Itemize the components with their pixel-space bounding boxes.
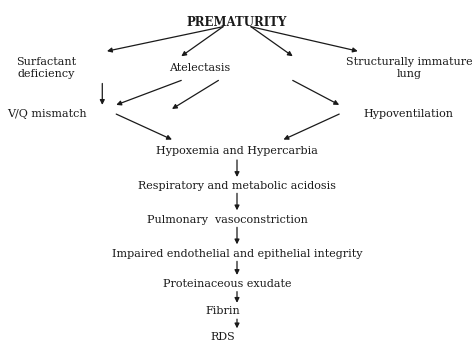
Text: Atelectasis: Atelectasis	[169, 63, 230, 73]
Text: Structurally immature
lung: Structurally immature lung	[346, 57, 472, 79]
Text: Impaired endothelial and epithelial integrity: Impaired endothelial and epithelial inte…	[112, 249, 362, 258]
Text: PREMATURITY: PREMATURITY	[187, 16, 287, 29]
Text: Fibrin: Fibrin	[206, 306, 240, 316]
Text: Hypoxemia and Hypercarbia: Hypoxemia and Hypercarbia	[156, 147, 318, 156]
Text: Surfactant
deficiency: Surfactant deficiency	[17, 57, 77, 79]
Text: Hypoventilation: Hypoventilation	[364, 109, 454, 119]
Text: Respiratory and metabolic acidosis: Respiratory and metabolic acidosis	[138, 181, 336, 190]
Text: V/Q mismatch: V/Q mismatch	[7, 109, 86, 119]
Text: RDS: RDS	[210, 332, 236, 342]
Text: Pulmonary  vasoconstriction: Pulmonary vasoconstriction	[147, 215, 308, 224]
Text: Proteinaceous exudate: Proteinaceous exudate	[164, 279, 292, 289]
